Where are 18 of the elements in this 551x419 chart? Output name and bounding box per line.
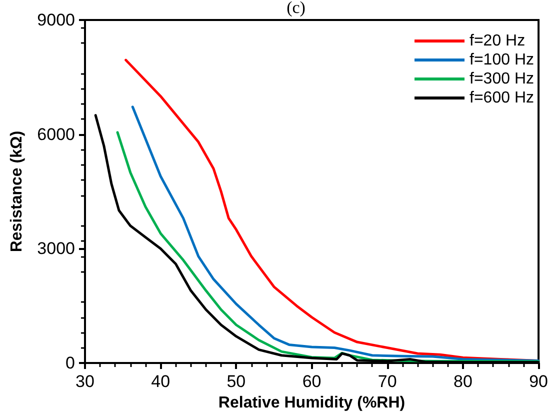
x-tick-label: 70	[378, 372, 397, 391]
y-tick-label: 9000	[37, 10, 75, 30]
x-axis-title: Relative Humidity (%RH)	[218, 394, 406, 412]
y-tick-label: 6000	[37, 124, 75, 144]
legend-label: f=100 Hz	[470, 52, 534, 68]
legend-label: f=600 Hz	[470, 90, 534, 106]
legend-label: f=20 Hz	[470, 32, 526, 50]
y-tick-label: 0	[66, 354, 75, 372]
y-axis-title: Resistance (kΩ)	[8, 130, 26, 252]
x-tick-label: 50	[226, 372, 246, 391]
chart-title: (c)	[286, 0, 306, 17]
legend-label: f=300 Hz	[470, 70, 534, 88]
x-tick-label: 60	[302, 372, 322, 391]
x-tick-label: 40	[151, 372, 170, 391]
y-tick-label: 3000	[37, 239, 75, 258]
x-tick-label: 90	[529, 372, 548, 391]
x-tick-label: 30	[76, 372, 94, 391]
x-tick-label: 80	[453, 372, 472, 391]
